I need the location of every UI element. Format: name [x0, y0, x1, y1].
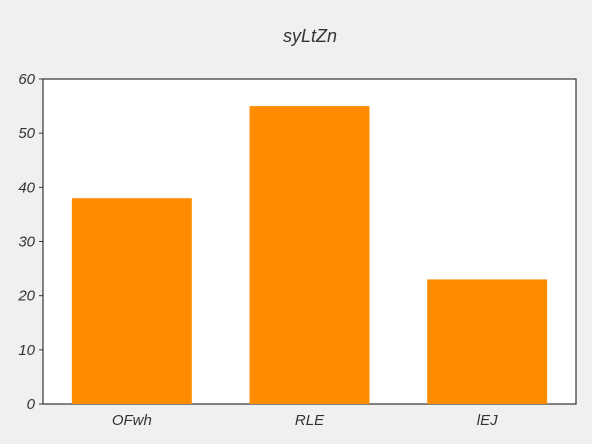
bar-lEJ — [427, 279, 548, 404]
bars-group — [71, 106, 548, 404]
y-tick-label-10: 10 — [18, 342, 35, 359]
x-tick-label-lEJ: lEJ — [477, 412, 498, 429]
y-tick-label-0: 0 — [27, 396, 36, 413]
x-tick-label-OFwh: OFwh — [112, 412, 152, 429]
bar-RLE — [249, 106, 370, 404]
x-tick-label-RLE: RLE — [295, 412, 325, 429]
y-tick-label-50: 50 — [18, 125, 35, 142]
x-axis: OFwh RLE lEJ — [112, 412, 498, 429]
chart-title: syLtZn — [283, 26, 337, 46]
y-tick-label-30: 30 — [18, 234, 35, 251]
y-tick-label-40: 40 — [18, 179, 35, 196]
y-tick-label-20: 20 — [17, 288, 35, 305]
y-tick-label-60: 60 — [18, 71, 35, 88]
bar-OFwh — [71, 198, 192, 404]
y-axis: 0 10 20 30 40 50 60 — [17, 71, 43, 413]
